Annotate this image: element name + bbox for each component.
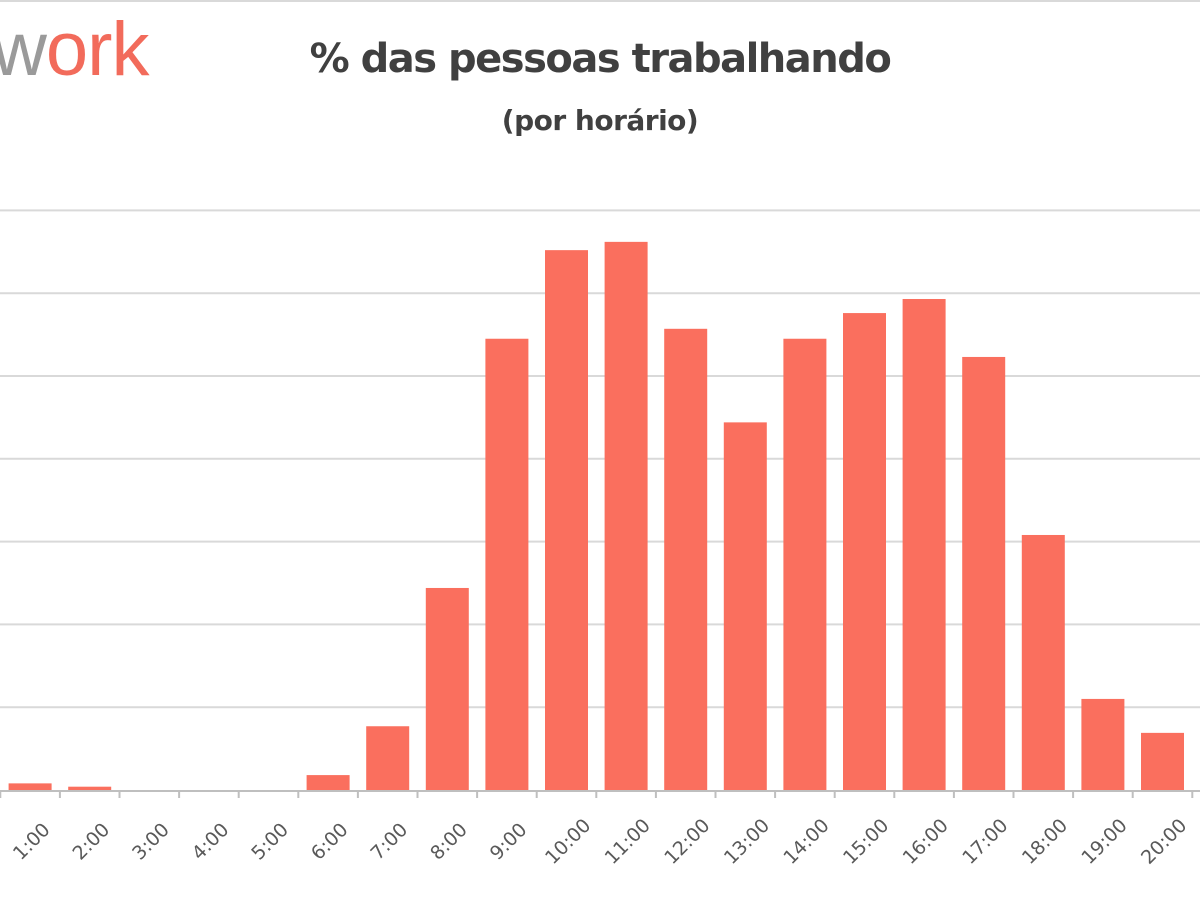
x-tick-label: 1:00 [9,819,55,865]
x-tick-label: 2:00 [68,819,114,865]
x-tick-label: 13:00 [720,815,774,869]
bar-7-00 [366,726,410,790]
bar-20-00 [1141,732,1184,790]
x-tick-label: 10:00 [541,815,595,869]
x-tick-label: 21:00 [1197,815,1200,869]
x-tick-label: 4:00 [188,819,234,865]
x-tick-label: 15:00 [839,815,893,869]
bar-19-00 [1081,698,1125,790]
bar-18-00 [1021,534,1065,790]
chart-title: % das pessoas trabalhando [309,36,892,82]
x-tick-label: 18:00 [1018,815,1072,869]
bar-17-00 [962,356,1006,790]
gridlines [0,209,1200,709]
x-tick-label: 20:00 [1137,815,1191,869]
chart-subtitle: (por horário) [501,104,699,137]
bar-12-00 [664,328,708,790]
bar-11-00 [604,241,648,790]
brand-logo: work [0,12,149,88]
x-tick-label: 19:00 [1077,815,1131,869]
bar-16-00 [902,298,946,790]
x-tick-label: 5:00 [247,819,293,865]
bar-9-00 [485,338,529,790]
x-tick-labels: 1:00 2:00 3:00 4:00 5:00 6:00 7:00 8:00 9:00 10:0… [9,815,1200,869]
x-tick-label: 16:00 [899,815,953,869]
x-tick-label: 14:00 [779,815,833,869]
bar-2-00 [68,786,112,790]
logo-text: ork [45,7,150,92]
bar-15-00 [843,313,886,790]
x-tick-label: 17:00 [958,815,1012,869]
top-border [0,0,1200,2]
bar-13-00 [723,422,767,790]
bar-10-00 [545,250,588,791]
x-tick-label: 8:00 [426,819,472,865]
bars [8,241,1184,791]
bar-14-00 [783,338,827,790]
logo-letter-w: w [0,7,47,92]
x-tick-label: 3:00 [128,819,174,865]
bar-8-00 [425,587,469,790]
bar-1-00 [8,783,52,790]
x-tick-label: 6:00 [307,819,353,865]
x-tick-label: 12:00 [660,815,714,869]
x-tick-label: 7:00 [366,819,412,865]
x-tick-label: 11:00 [601,815,655,869]
x-tick-label: 9:00 [486,819,532,865]
x-axis [0,790,1200,798]
bar-6-00 [306,775,350,790]
